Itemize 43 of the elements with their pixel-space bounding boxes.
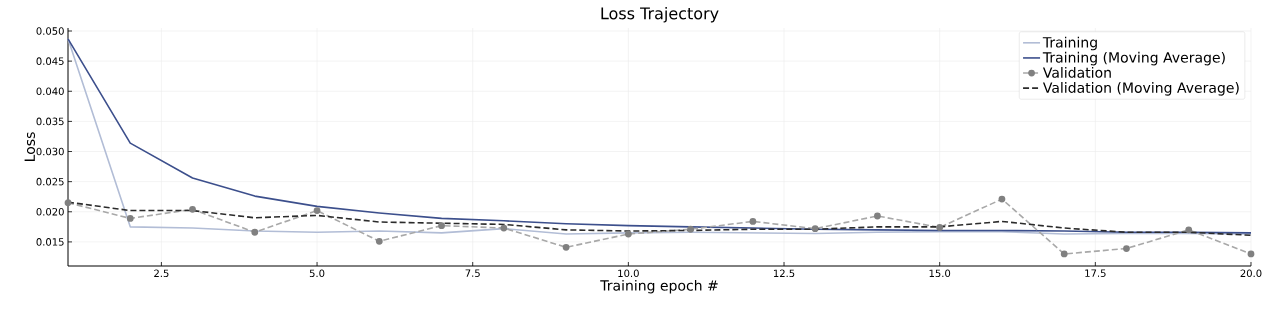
point <box>375 237 383 245</box>
point <box>1247 250 1255 258</box>
point <box>126 215 134 222</box>
chart-title: Loss Trajectory <box>601 7 719 23</box>
x-tick-label: 17.5 <box>1085 269 1106 277</box>
x-tick-label: 12.5 <box>773 269 795 278</box>
point <box>1060 250 1068 258</box>
x-tick-label: 20.0 <box>1240 269 1262 278</box>
point <box>624 230 632 238</box>
point <box>313 207 321 214</box>
x-tick-label: 10.0 <box>618 269 639 278</box>
point <box>64 199 72 207</box>
point <box>500 224 508 232</box>
y-axis-title: Loss <box>24 132 36 161</box>
legend-label: Training <box>1042 36 1097 51</box>
y-tick-label: 0.015 <box>36 238 64 246</box>
y-tick-label: 0.035 <box>36 117 64 126</box>
point <box>1123 245 1130 252</box>
y-tick-label: 0.025 <box>36 177 64 186</box>
y-tick-label: 0.040 <box>36 87 64 96</box>
point <box>749 218 757 225</box>
y-tick-label: 0.020 <box>36 207 64 216</box>
point <box>936 224 944 231</box>
x-tick-label: 5.0 <box>309 269 325 278</box>
x-tick-label: 7.5 <box>465 269 480 277</box>
y-tick-label: 0.050 <box>36 27 64 35</box>
point <box>687 225 695 233</box>
legend-label: Training (Moving Average) <box>1042 51 1225 66</box>
point <box>998 195 1006 203</box>
x-axis-title: Training epoch # <box>600 279 718 294</box>
point <box>811 225 819 233</box>
point <box>438 222 445 230</box>
point <box>562 243 570 251</box>
point <box>874 212 881 220</box>
point <box>251 228 259 236</box>
point <box>189 205 196 213</box>
y-tick-label: 0.030 <box>36 147 64 156</box>
point <box>1185 226 1193 234</box>
legend-label: Validation (Moving Average) <box>1042 82 1239 96</box>
y-tick-label: 0.045 <box>36 57 64 65</box>
x-tick-label: 2.5 <box>154 269 169 278</box>
x-tick-label: 15.0 <box>929 269 951 278</box>
legend-label: Validation <box>1042 66 1111 78</box>
